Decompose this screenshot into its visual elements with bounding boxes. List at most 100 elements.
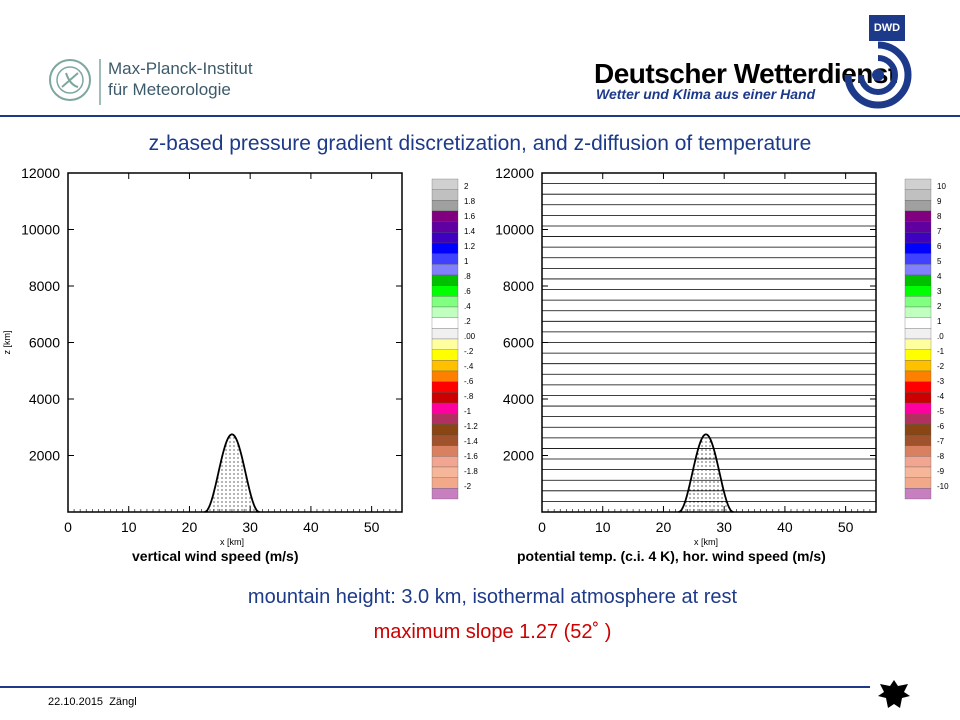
colorbar-box — [904, 477, 932, 489]
x-tick-label: 10 — [595, 519, 611, 535]
colorbar-box — [904, 381, 932, 393]
mpi-line1: Max-Planck-Institut — [108, 59, 253, 78]
colorbar-box — [904, 402, 932, 414]
x-tick-label: 40 — [303, 519, 319, 535]
colorbar-label: 2 — [937, 302, 942, 311]
mpi-logo — [49, 59, 101, 105]
x-tick-label: 50 — [838, 519, 854, 535]
mountain-fill — [204, 434, 260, 512]
colorbar-box — [904, 424, 932, 436]
subtitle-slope: maximum slope 1.27 (52˚ ) — [373, 621, 612, 643]
colorbar-box — [431, 488, 459, 500]
colorbar-label: -1 — [464, 407, 472, 416]
subtitle-mountain: mountain height: 3.0 km, isothermal atmo… — [247, 586, 738, 608]
eagle-icon — [878, 680, 910, 708]
colorbar-label: 1.8 — [464, 197, 476, 206]
y-tick-label: 10000 — [495, 222, 534, 238]
caption-right: potential temp. (c.i. 4 K), hor. wind sp… — [517, 548, 826, 564]
colorbar-box — [904, 488, 932, 500]
x-tick-label: 30 — [716, 519, 732, 535]
colorbar-label: .4 — [464, 302, 471, 311]
colorbar-box — [431, 189, 459, 201]
x-tick-label: 30 — [242, 519, 258, 535]
colorbar-label: -.6 — [464, 377, 474, 386]
colorbar-label: 10 — [937, 182, 946, 191]
colorbar-label: -1.6 — [464, 452, 478, 461]
colorbar-box — [904, 253, 932, 265]
colorbar-box — [904, 445, 932, 457]
colorbar-box — [904, 466, 932, 478]
colorbar-label: -1.2 — [464, 422, 478, 431]
slide-title: z-based pressure gradient discretization… — [148, 132, 812, 155]
colorbar-label: -8 — [937, 452, 945, 461]
colorbar-box — [904, 210, 932, 222]
colorbar-box — [431, 253, 459, 265]
colorbar: 21.81.61.41.21.8.6.4.2.00-.2-.4-.6-.8-1-… — [431, 178, 478, 500]
colorbar-label: 7 — [937, 227, 942, 236]
y-tick-label: 12000 — [21, 165, 60, 181]
colorbar-box — [431, 296, 459, 308]
colorbar-label: 1 — [464, 257, 469, 266]
x-tick-label: 20 — [656, 519, 672, 535]
y-tick-label: 10000 — [21, 222, 60, 238]
colorbar-label: -.4 — [464, 362, 474, 371]
x-axis-label: x [km] — [220, 537, 244, 547]
colorbar-box — [431, 392, 459, 404]
colorbar-box — [431, 456, 459, 468]
colorbar-box — [431, 434, 459, 446]
y-tick-label: 6000 — [29, 335, 60, 351]
colorbar-box — [431, 413, 459, 425]
colorbar-box — [431, 232, 459, 244]
colorbar-label: -5 — [937, 407, 945, 416]
caption-left: vertical wind speed (m/s) — [132, 548, 299, 564]
colorbar-box — [431, 424, 459, 436]
footer-date: 22.10.2015 — [48, 696, 104, 708]
colorbar-label: 1.4 — [464, 227, 476, 236]
colorbar-label: -10 — [937, 482, 949, 491]
colorbar-label: -2 — [464, 482, 472, 491]
colorbar-box — [431, 306, 459, 318]
dwd-logo-icon — [844, 41, 912, 109]
chart-panel-2: 0 10 20 30 40 50 2000 4000 6000 8000 10000 12000 x [… — [495, 165, 949, 547]
colorbar-label: -.8 — [464, 392, 474, 401]
colorbar-box — [431, 210, 459, 222]
colorbar-label: -.2 — [464, 347, 474, 356]
colorbar-box — [431, 381, 459, 393]
colorbar-label: 1 — [937, 317, 942, 326]
colorbar-box — [904, 306, 932, 318]
colorbar-box — [904, 200, 932, 212]
colorbar: 10 9 8 7 6 5 4 3 2 1 .0 -1 -2 -3 -4 -5 -6 -7 -8 -9 -10 — [904, 178, 949, 500]
colorbar-box — [904, 285, 932, 297]
colorbar-label: 9 — [937, 197, 942, 206]
colorbar-label: .00 — [464, 332, 476, 341]
colorbar-label: 1.6 — [464, 212, 476, 221]
colorbar-box — [904, 274, 932, 286]
colorbar-box — [431, 466, 459, 478]
x-tick-label: 10 — [121, 519, 137, 535]
colorbar-box — [431, 274, 459, 286]
colorbar-box — [431, 242, 459, 254]
colorbar-box — [904, 456, 932, 468]
colorbar-label: -9 — [937, 467, 945, 476]
y-tick-label: 8000 — [503, 278, 534, 294]
colorbar-box — [431, 221, 459, 233]
colorbar-label: 5 — [937, 257, 942, 266]
footer-text: 22.10.2015 Zängl — [48, 696, 137, 708]
colorbar-box — [904, 370, 932, 382]
colorbar-box — [904, 296, 932, 308]
colorbar-box — [431, 328, 459, 340]
colorbar-label: -1.8 — [464, 467, 478, 476]
colorbar-box — [904, 360, 932, 372]
x-tick-label: 50 — [364, 519, 380, 535]
y-tick-label: 6000 — [503, 335, 534, 351]
colorbar-label: 8 — [937, 212, 942, 221]
colorbar-label: -6 — [937, 422, 945, 431]
y-tick-label: 2000 — [503, 448, 534, 464]
colorbar-box — [431, 338, 459, 350]
chart-panel-1: 0 10 20 30 40 50 2000 4000 6000 8000 10000 12000 x [… — [2, 165, 478, 547]
y-tick-label: 4000 — [503, 391, 534, 407]
colorbar-box — [904, 242, 932, 254]
colorbar-label: .8 — [464, 272, 471, 281]
colorbar-box — [431, 360, 459, 372]
